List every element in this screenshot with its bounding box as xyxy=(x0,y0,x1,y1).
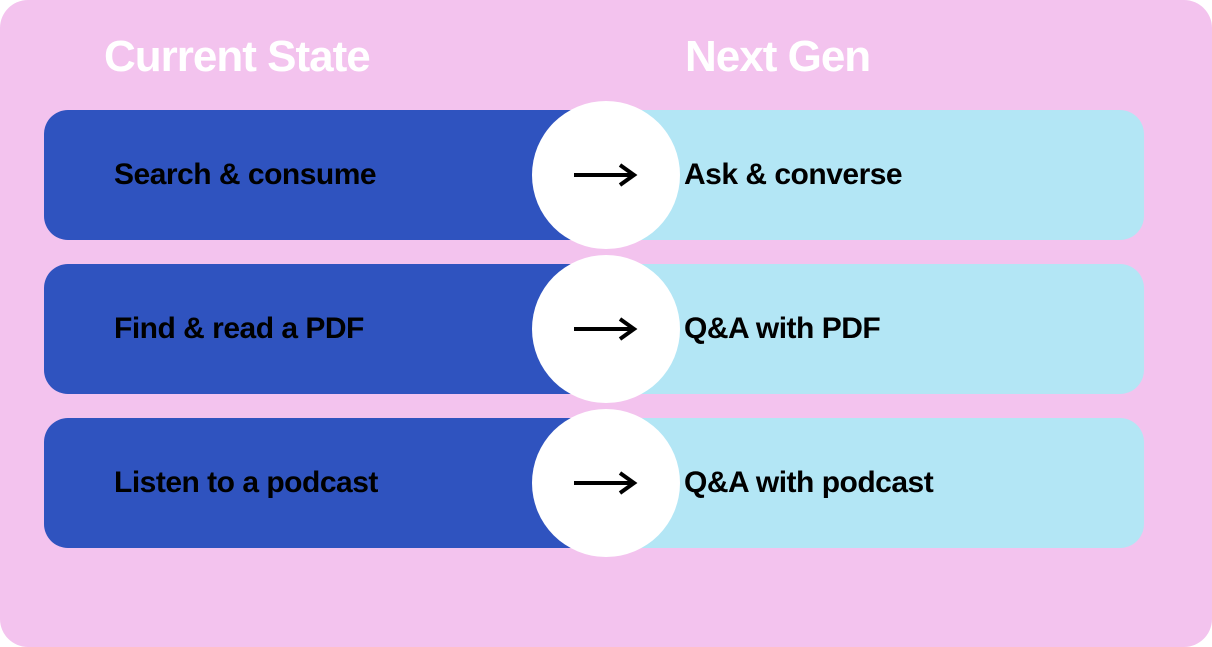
arrow-right-icon xyxy=(570,317,642,341)
pill-label: Listen to a podcast xyxy=(114,466,378,500)
infographic-container: Current State Next Gen Search & consume … xyxy=(0,0,1212,647)
pill-label: Find & read a PDF xyxy=(114,312,364,346)
comparison-row: Listen to a podcast Q&A with podcast xyxy=(44,418,1168,548)
current-state-pill: Find & read a PDF xyxy=(44,264,604,394)
pill-label: Search & consume xyxy=(114,158,376,192)
arrow-connector xyxy=(532,101,680,249)
current-state-pill: Listen to a podcast xyxy=(44,418,604,548)
arrow-right-icon xyxy=(570,471,642,495)
header-row: Current State Next Gen xyxy=(44,32,1168,82)
comparison-row: Search & consume Ask & converse xyxy=(44,110,1168,240)
pill-label: Ask & converse xyxy=(684,158,902,192)
pill-label: Q&A with podcast xyxy=(684,466,933,500)
header-next-gen: Next Gen xyxy=(567,32,1148,82)
arrow-connector xyxy=(532,409,680,557)
pill-label: Q&A with PDF xyxy=(684,312,880,346)
rows-container: Search & consume Ask & converse Find & r… xyxy=(44,110,1168,603)
arrow-right-icon xyxy=(570,163,642,187)
header-current-state: Current State xyxy=(64,32,567,82)
current-state-pill: Search & consume xyxy=(44,110,604,240)
arrow-connector xyxy=(532,255,680,403)
comparison-row: Find & read a PDF Q&A with PDF xyxy=(44,264,1168,394)
